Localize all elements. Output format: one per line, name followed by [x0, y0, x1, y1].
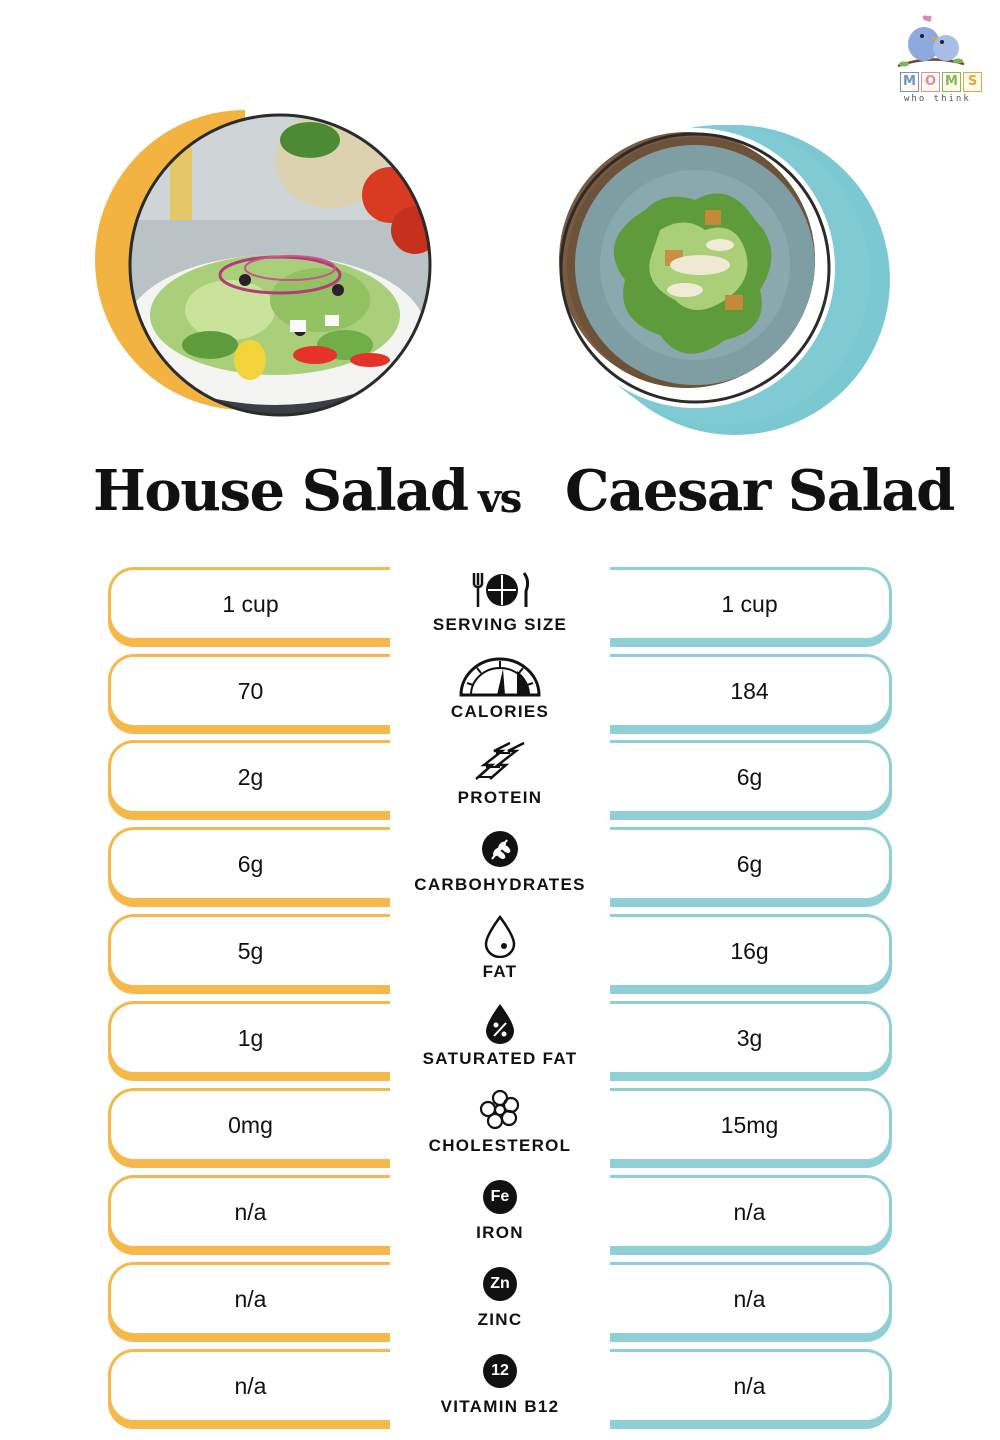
nutrition-row-serving-size: 1 cup SERVING SIZE 1 cup	[0, 567, 1000, 647]
house-salad-value: 5g	[108, 914, 390, 988]
wheat-icon	[479, 827, 521, 871]
nutrient-label: CARBOHYDRATES	[414, 875, 586, 894]
house-salad-value: n/a	[108, 1175, 390, 1249]
house-salad-value: 70	[108, 654, 390, 728]
gauge-icon	[457, 654, 543, 698]
house-salad-value: 2g	[108, 740, 390, 814]
house-salad-value: n/a	[108, 1262, 390, 1336]
logo-letter: M	[942, 72, 961, 92]
iron-badge: Fe	[483, 1180, 517, 1214]
iron-icon: Fe	[483, 1175, 517, 1219]
nutrient-cell: SERVING SIZE	[405, 567, 595, 647]
nutrition-row-fat: 5g FAT 16g	[0, 914, 1000, 994]
nutrition-row-zinc: n/a Zn ZINC n/a	[0, 1262, 1000, 1342]
nutrient-cell: Fe IRON	[405, 1175, 595, 1255]
nutrient-label: SERVING SIZE	[432, 615, 568, 634]
zinc-badge: Zn	[483, 1267, 517, 1301]
caesar-salad-value: 16g	[610, 914, 892, 988]
nutrient-label: CHOLESTEROL	[428, 1136, 572, 1155]
drop-icon	[482, 914, 518, 958]
logo-letter: O	[921, 72, 940, 92]
logo-tagline: who think	[904, 94, 971, 104]
nutrition-row-iron: n/a Fe IRON n/a	[0, 1175, 1000, 1255]
bird-icon	[897, 15, 965, 68]
nutrient-cell: SATURATED FAT	[405, 1001, 595, 1081]
nutrition-row-protein: 2g PROTEIN 6g	[0, 740, 1000, 820]
caesar-salad-photo	[555, 100, 905, 440]
caesar-salad-value: 184	[610, 654, 892, 728]
house-salad-value: n/a	[108, 1349, 390, 1423]
logo-letter: M	[900, 72, 919, 92]
nutrient-cell: Zn ZINC	[405, 1262, 595, 1342]
vitamin-b12-icon: 12	[483, 1349, 517, 1393]
vitamin-b12-badge: 12	[483, 1354, 517, 1388]
vs-label: vs	[478, 475, 522, 522]
nutrient-cell: PROTEIN	[405, 740, 595, 820]
percent-drop-icon	[482, 1001, 518, 1045]
house-salad-value: 0mg	[108, 1088, 390, 1162]
house-salad-value: 1g	[108, 1001, 390, 1075]
caesar-salad-value: n/a	[610, 1349, 892, 1423]
nutrition-row-saturated-fat: 1g SATURATED FAT 3g	[0, 1001, 1000, 1081]
protein-helix-icon	[470, 740, 530, 784]
caesar-salad-value: 6g	[610, 827, 892, 901]
house-salad-title: House Salad	[93, 458, 469, 524]
cholesterol-icon	[478, 1088, 522, 1132]
logo-letters: M O M S	[900, 72, 982, 92]
utensils-plate-icon	[468, 567, 532, 611]
nutrition-row-cholesterol: 0mg CHOLESTEROL 15mg	[0, 1088, 1000, 1168]
caesar-salad-value: 1 cup	[610, 567, 892, 641]
house-salad-value: 6g	[108, 827, 390, 901]
zinc-icon: Zn	[483, 1262, 517, 1306]
house-salad-value: 1 cup	[108, 567, 390, 641]
caesar-salad-value: 6g	[610, 740, 892, 814]
nutrition-row-carbohydrates: 6g CARBOHYDRATES 6g	[0, 827, 1000, 907]
nutrient-cell: FAT	[405, 914, 595, 994]
caesar-salad-value: 15mg	[610, 1088, 892, 1162]
nutrition-row-vitamin-b12: n/a 12 VITAMIN B12 n/a	[0, 1349, 1000, 1429]
nutrient-label: ZINC	[477, 1310, 523, 1329]
logo-letter: S	[963, 72, 982, 92]
house-salad-photo	[90, 100, 440, 430]
nutrient-cell: CARBOHYDRATES	[405, 827, 595, 907]
moms-who-think-logo: M O M S who think	[878, 10, 983, 110]
nutrition-row-calories: 70 CALORIES 184	[0, 654, 1000, 734]
nutrient-label: VITAMIN B12	[440, 1397, 560, 1416]
nutrient-cell: CALORIES	[405, 654, 595, 734]
nutrient-label: SATURATED FAT	[422, 1049, 578, 1068]
caesar-salad-value: n/a	[610, 1262, 892, 1336]
caesar-salad-value: n/a	[610, 1175, 892, 1249]
nutrient-label: FAT	[482, 962, 518, 981]
caesar-salad-value: 3g	[610, 1001, 892, 1075]
nutrient-cell: CHOLESTEROL	[405, 1088, 595, 1168]
nutrient-label: PROTEIN	[457, 788, 543, 807]
caesar-salad-title: Caesar Salad	[565, 458, 955, 524]
nutrient-label: IRON	[476, 1223, 524, 1242]
nutrient-label: CALORIES	[450, 702, 550, 721]
nutrient-cell: 12 VITAMIN B12	[405, 1349, 595, 1429]
